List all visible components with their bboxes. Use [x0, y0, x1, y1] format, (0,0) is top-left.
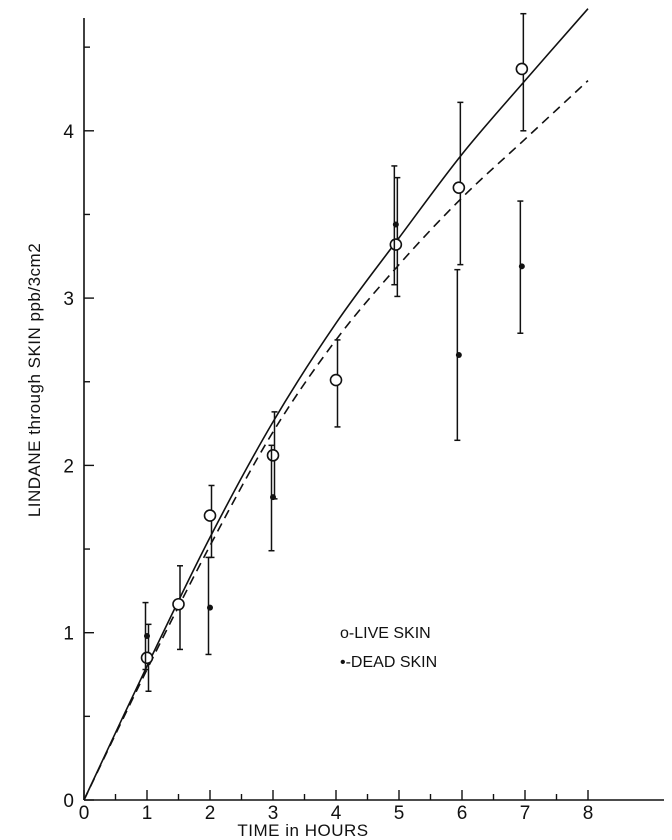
y-tick-label-1: 1: [63, 624, 74, 645]
live-skin-point-2: [203, 484, 217, 559]
legend-item-live-skin: o-LIVE SKIN: [340, 625, 431, 642]
live-skin-point-1: [172, 565, 185, 651]
x-tick-label-8: 8: [583, 803, 594, 824]
live-skin-marker: [389, 238, 403, 251]
x-tick-label-1: 1: [142, 803, 153, 824]
live-skin-point-4: [329, 339, 343, 428]
x-tick-label-7: 7: [520, 803, 531, 824]
live-skin-marker: [203, 509, 217, 522]
y-tick-label-4: 4: [63, 122, 74, 143]
x-tick-label-2: 2: [205, 803, 216, 824]
legend: o-LIVE SKIN •-DEAD SKIN: [340, 625, 437, 671]
dead-skin-marker: [455, 351, 462, 358]
live-skin-marker: [140, 651, 154, 665]
live-skin-marker: [515, 62, 529, 76]
dead-skin-marker: [518, 263, 525, 270]
fit-line-dead-skin: [83, 80, 589, 801]
dead-skin-point-4: [454, 268, 462, 442]
dead-skin-marker: [270, 494, 276, 501]
live-skin-marker: [266, 449, 280, 462]
axes: [83, 18, 664, 801]
dead-skin-marker: [144, 633, 150, 640]
y-axis-title: LINDANE through SKIN ppb/3cm2: [25, 243, 44, 517]
fit-lines: [83, 8, 589, 801]
dead-skin-point-0: [142, 601, 150, 671]
x-tick-label-5: 5: [394, 803, 405, 824]
x-tick-label-3: 3: [268, 803, 279, 824]
dead-skin-marker: [207, 604, 213, 611]
dead-skin-point-5: [517, 200, 525, 334]
x-axis-title: TIME in HOURS: [237, 821, 368, 840]
data-markers: [140, 12, 529, 693]
live-skin-marker: [172, 597, 185, 611]
x-tick-label-6: 6: [457, 803, 468, 824]
live-skin-point-5: [389, 176, 403, 298]
live-skin-point-7: [515, 12, 529, 132]
live-skin-point-3: [266, 411, 280, 500]
legend-item-dead-skin: •-DEAD SKIN: [340, 654, 437, 671]
fit-line-live-skin: [83, 8, 589, 801]
dead-skin-marker: [392, 221, 399, 228]
x-tick-label-4: 4: [331, 803, 342, 824]
live-skin-point-6: [452, 101, 466, 266]
ticks: 0 1 2 3 4 5 6 7 8 0 1 2 3 4: [63, 46, 594, 824]
x-tick-label-0: 0: [79, 803, 90, 824]
y-tick-label-0: 0: [63, 791, 74, 812]
dead-skin-point-3: [391, 165, 399, 286]
y-tick-label-2: 2: [63, 456, 74, 477]
dead-skin-point-1: [205, 556, 213, 656]
dead-skin-point-2: [268, 444, 276, 552]
live-skin-marker: [452, 181, 466, 194]
live-skin-marker: [329, 373, 343, 387]
y-tick-label-3: 3: [63, 289, 74, 310]
